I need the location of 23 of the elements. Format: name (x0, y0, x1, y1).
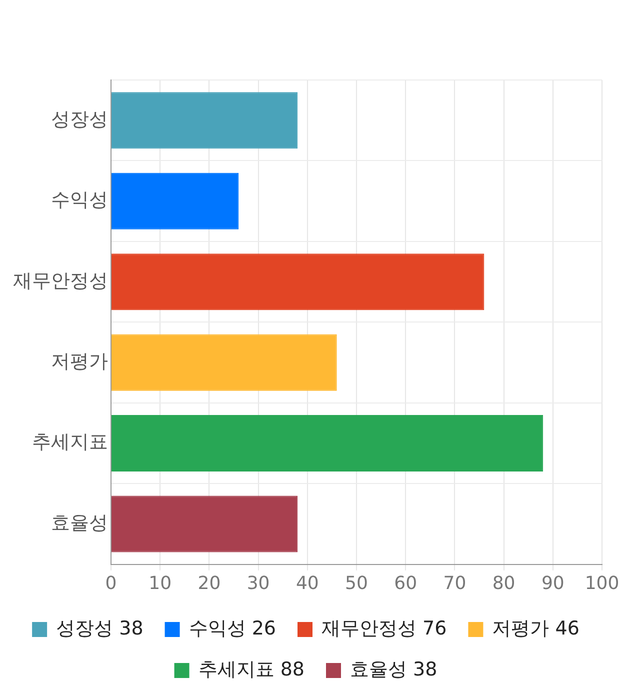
y-tick-label: 저평가 (51, 350, 108, 373)
y-tick-label: 재무안정성 (13, 270, 108, 292)
x-tick-label: 60 (394, 572, 418, 594)
x-tick-label: 70 (443, 572, 466, 594)
x-tick-label: 100 (584, 572, 620, 594)
y-tick-label: 성장성 (51, 108, 108, 130)
x-tick-label: 20 (198, 572, 221, 594)
y-tick-label: 효율성 (51, 512, 108, 534)
legend-label: 저평가 46 (492, 617, 580, 640)
y-tick-label: 추세지표 (32, 431, 108, 454)
x-tick-label: 10 (148, 572, 172, 594)
y-tick-label: 수익성 (51, 189, 108, 212)
legend-label: 성장성 38 (56, 617, 144, 640)
x-tick-label: 30 (246, 572, 270, 594)
legend-label: 재무안정성 76 (322, 617, 447, 640)
legend-label: 수익성 26 (188, 617, 276, 640)
x-tick-label: 90 (541, 572, 564, 594)
x-tick-label: 80 (492, 572, 516, 594)
legend-label: 효율성 38 (350, 658, 438, 680)
x-tick-label: 40 (296, 572, 319, 594)
x-tick-label: 0 (105, 572, 117, 594)
legend-label: 추세지표 88 (198, 658, 304, 680)
x-tick-label: 50 (345, 572, 368, 594)
